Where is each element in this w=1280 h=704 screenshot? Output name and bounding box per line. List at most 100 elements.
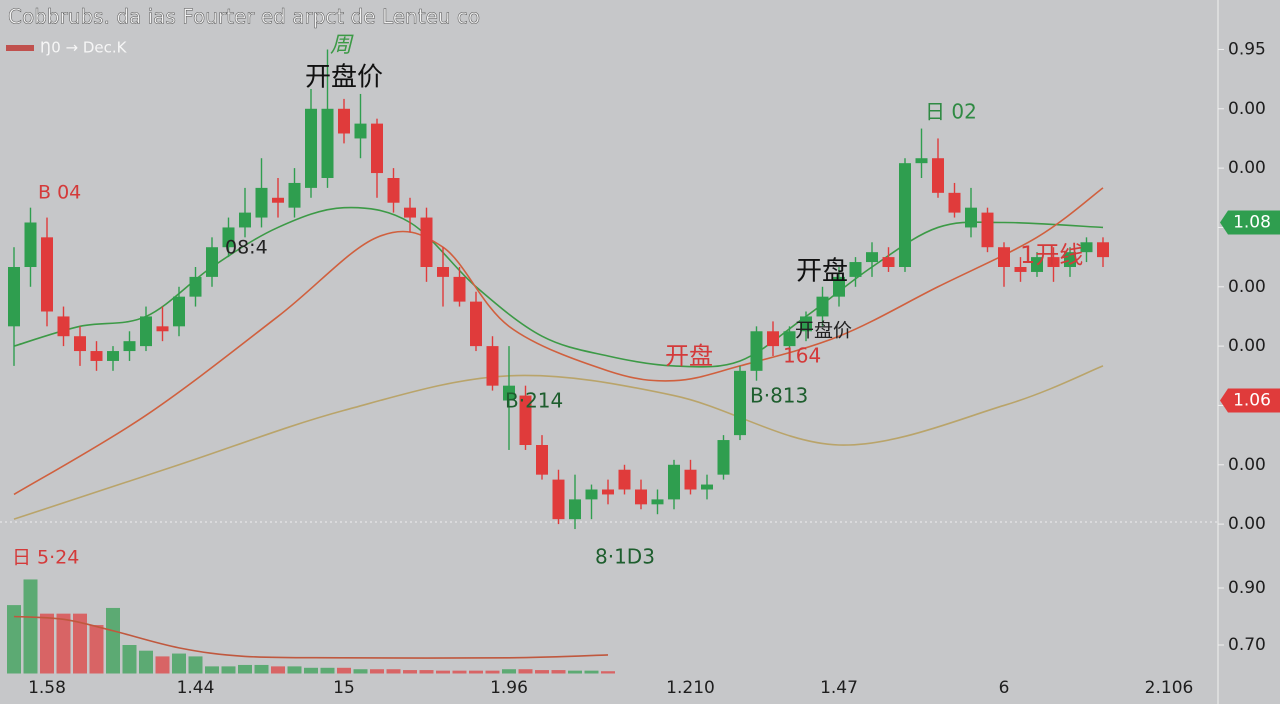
candle-body — [948, 192, 961, 213]
volume-bar — [155, 656, 170, 674]
candle-body — [255, 187, 268, 218]
volume-bar — [485, 670, 500, 674]
y-tick-label: 0.00 — [1228, 158, 1266, 178]
chart-title: Cobbrubs. da ias Fourter ed arpct de Len… — [8, 5, 480, 29]
price-tag — [1220, 210, 1280, 235]
annotation: 1开线 — [1020, 241, 1083, 269]
candle-body — [800, 316, 812, 332]
volume-bar — [419, 670, 434, 674]
volume-bar — [353, 669, 368, 674]
y-tick-label: 0.00 — [1228, 277, 1266, 297]
volume-bar — [320, 667, 335, 674]
candle-body — [569, 499, 581, 520]
x-tick-label: 6 — [999, 678, 1010, 698]
candle-body — [404, 207, 416, 218]
legend-swatch — [6, 45, 34, 51]
volume-bar — [551, 670, 566, 674]
candle-body — [371, 123, 383, 174]
price-tag-label: 1.08 — [1233, 213, 1271, 233]
candle-body — [387, 178, 400, 203]
candle-body — [272, 197, 284, 203]
volume-bar — [7, 605, 21, 674]
volume-bar — [89, 625, 104, 674]
volume-bar — [238, 664, 252, 674]
candle-body — [338, 108, 350, 134]
candle-body — [849, 262, 862, 277]
y-tick-label: 0.00 — [1228, 455, 1266, 475]
annotation: B 04 — [38, 182, 81, 204]
volume-bar — [287, 666, 302, 674]
y-tick-label: 0.95 — [1228, 39, 1266, 59]
volume-bar — [106, 607, 120, 674]
volume-bar — [23, 579, 38, 674]
candle-body — [321, 108, 334, 178]
candle-body — [123, 341, 136, 352]
y-tick-label: 0.90 — [1228, 578, 1266, 598]
candle-body — [651, 499, 664, 505]
volume-bar — [40, 613, 54, 674]
volume-bar — [56, 613, 71, 674]
x-tick-label: 1.44 — [177, 678, 215, 698]
volume-bar — [452, 670, 467, 674]
candle-body — [932, 158, 944, 193]
candle-body — [305, 108, 317, 188]
legend-label: Ŋ0 → Dec.K — [40, 39, 128, 57]
candle-body — [552, 479, 565, 520]
candle-body — [536, 445, 548, 475]
candle-body — [1097, 242, 1109, 258]
candle-body — [288, 182, 301, 208]
price-tag-label: 1.06 — [1233, 391, 1271, 411]
x-tick-label: 1.58 — [28, 678, 66, 698]
moving-average-line — [13, 615, 609, 659]
candle-body — [701, 484, 713, 490]
candle-body — [602, 489, 614, 495]
volume-bar — [122, 645, 137, 674]
candle-body — [519, 395, 532, 445]
y-tick-label: 0.00 — [1228, 336, 1266, 356]
candle-body — [668, 464, 680, 500]
y-tick-label: 0.00 — [1228, 514, 1266, 534]
candle-body — [1064, 252, 1076, 267]
candle-body — [453, 276, 466, 302]
volume-bar — [436, 670, 450, 674]
volume-bar — [139, 650, 153, 674]
candle-body — [107, 351, 119, 361]
volume-bar — [221, 666, 236, 674]
y-tick-label: 0.70 — [1228, 635, 1266, 655]
x-tick-label: 1.47 — [820, 678, 858, 698]
volume-bar — [403, 670, 417, 674]
volume-bar — [386, 669, 401, 674]
annotation: 开盘 — [796, 257, 848, 287]
annotation: 8·1D3 — [595, 545, 655, 569]
candle-body — [420, 217, 433, 267]
x-tick-label: 1.96 — [490, 678, 528, 698]
annotation: 164 — [783, 344, 821, 368]
candle-body — [717, 440, 730, 475]
candle-body — [354, 123, 367, 139]
candle-body — [90, 351, 103, 361]
candle-body — [585, 489, 598, 500]
x-tick-label: 1.210 — [666, 678, 715, 698]
annotation: 开盘价 — [795, 320, 852, 342]
candle-body — [57, 316, 70, 337]
annotation: 开盘 — [665, 342, 713, 370]
candle-body — [1031, 257, 1043, 272]
moving-average-line — [13, 206, 1104, 368]
candle-body — [486, 346, 499, 386]
volume-bar — [502, 669, 516, 674]
candle-body — [41, 237, 53, 312]
volume-bar — [172, 653, 186, 674]
volume-bar — [601, 671, 615, 674]
candle-body — [767, 331, 779, 347]
y-tick-label: 0.00 — [1228, 99, 1266, 119]
candle-body — [503, 385, 515, 401]
candle-body — [24, 222, 37, 267]
candle-body — [8, 267, 20, 327]
volume-bar — [337, 667, 351, 674]
price-tag — [1220, 388, 1280, 413]
candle-body — [965, 207, 977, 228]
volume-bar — [205, 666, 219, 674]
candle-body — [882, 257, 895, 267]
candle-body — [156, 326, 169, 332]
